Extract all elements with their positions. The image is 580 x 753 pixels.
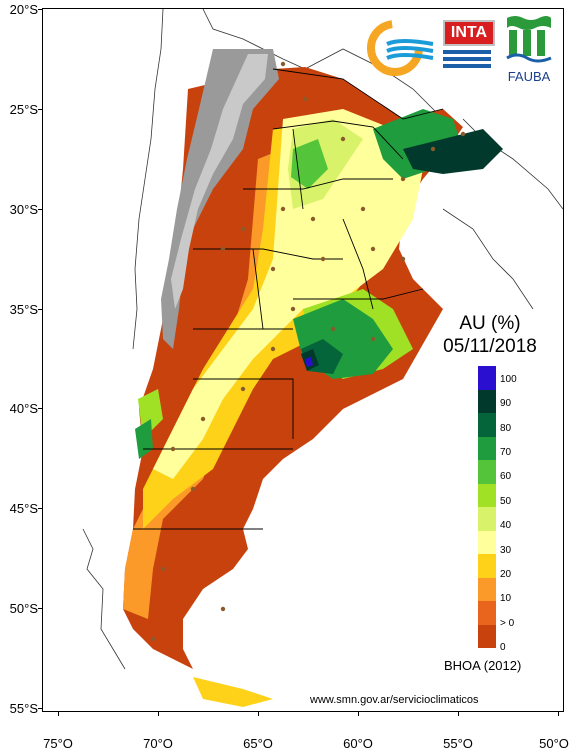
lon-tick <box>458 710 459 716</box>
legend-label: 60 <box>500 471 512 483</box>
legend-label: 0 <box>500 642 506 653</box>
station-markers <box>150 61 466 642</box>
lon-tick <box>258 710 259 716</box>
lon-tick <box>158 710 159 716</box>
map-title-block: AU (%) 05/11/2018 <box>425 312 555 358</box>
source-url: www.smn.gov.ar/servicioclimaticos <box>310 694 479 706</box>
lon-tick <box>558 710 559 716</box>
legend-swatch <box>478 436 496 460</box>
legend-label: 20 <box>500 568 512 580</box>
legend-label: 100 <box>500 374 517 385</box>
andes-relief <box>161 49 279 349</box>
lat-label-55: 55°S <box>9 701 38 716</box>
legend-colorbar <box>478 366 496 648</box>
legend-swatch <box>478 507 496 531</box>
legend-swatch <box>478 366 496 390</box>
lon-label-75: 75°O <box>43 736 73 751</box>
lat-label-40: 40°S <box>9 401 38 416</box>
lat-tick <box>38 408 44 409</box>
legend-label: 30 <box>500 544 512 556</box>
lon-tick <box>58 710 59 716</box>
map-date: 05/11/2018 <box>443 336 537 357</box>
argentina-territory <box>123 49 503 707</box>
inta-stripe <box>443 64 491 68</box>
legend-label: > 0 <box>500 617 515 629</box>
legend-swatch <box>478 577 496 601</box>
lat-label-20: 20°S <box>9 2 38 17</box>
inta-label: INTA <box>443 20 495 46</box>
smn-logo-icon <box>367 20 434 76</box>
inta-stripe <box>443 50 491 54</box>
lat-tick <box>38 109 44 110</box>
legend-label: 10 <box>500 593 512 605</box>
map-frame <box>42 8 564 712</box>
inta-stripe <box>443 57 491 61</box>
lon-label-60: 60°O <box>343 736 373 751</box>
lon-tick <box>358 710 359 716</box>
zone-60 <box>291 139 328 189</box>
province-borders <box>133 68 444 530</box>
lat-label-35: 35°S <box>9 302 38 317</box>
lat-tick <box>38 309 44 310</box>
scheme-label: BHOA (2012) <box>444 658 522 673</box>
legend-label: 40 <box>500 520 512 532</box>
lat-tick <box>38 9 44 10</box>
legend-swatch <box>478 483 496 507</box>
zone-90-ne <box>403 129 503 174</box>
lat-tick <box>38 508 44 509</box>
lat-tick <box>38 209 44 210</box>
fauba-label: FAUBA <box>507 69 551 84</box>
lat-label-45: 45°S <box>9 501 38 516</box>
lat-label-25: 25°S <box>9 102 38 117</box>
legend-swatch <box>478 413 496 437</box>
fauba-logo: FAUBA <box>503 14 555 84</box>
lon-label-55: 55°O <box>443 736 473 751</box>
legend-swatch <box>478 460 496 484</box>
legend-swatch <box>478 624 496 648</box>
lat-tick <box>38 608 44 609</box>
legend-swatch <box>478 554 496 578</box>
fauba-emblem-icon <box>506 16 552 63</box>
andes-relief-light <box>171 54 268 309</box>
map-title: AU (%) <box>459 313 521 334</box>
legend-label: 50 <box>500 495 512 507</box>
zone-100-pampa <box>305 357 313 367</box>
smn-logo <box>365 18 435 78</box>
legend-label: 70 <box>500 447 512 459</box>
legend-label: 90 <box>500 398 512 410</box>
zone-30 <box>153 109 423 479</box>
lat-label-50: 50°S <box>9 601 38 616</box>
soil-moisture-map <box>82 9 563 707</box>
lon-label-65: 65°O <box>243 736 273 751</box>
neighbor-borders <box>82 9 563 670</box>
legend-swatch <box>478 530 496 554</box>
inta-logo: INTA <box>443 20 495 74</box>
lat-label-30: 30°S <box>9 202 38 217</box>
lon-label-50: 50°O <box>539 736 569 751</box>
legend-swatch <box>478 601 496 625</box>
legend-swatch <box>478 389 496 413</box>
tierra-del-fuego <box>193 677 273 707</box>
lon-label-70: 70°O <box>143 736 173 751</box>
lat-tick <box>38 708 44 709</box>
legend-label: 80 <box>500 422 512 434</box>
